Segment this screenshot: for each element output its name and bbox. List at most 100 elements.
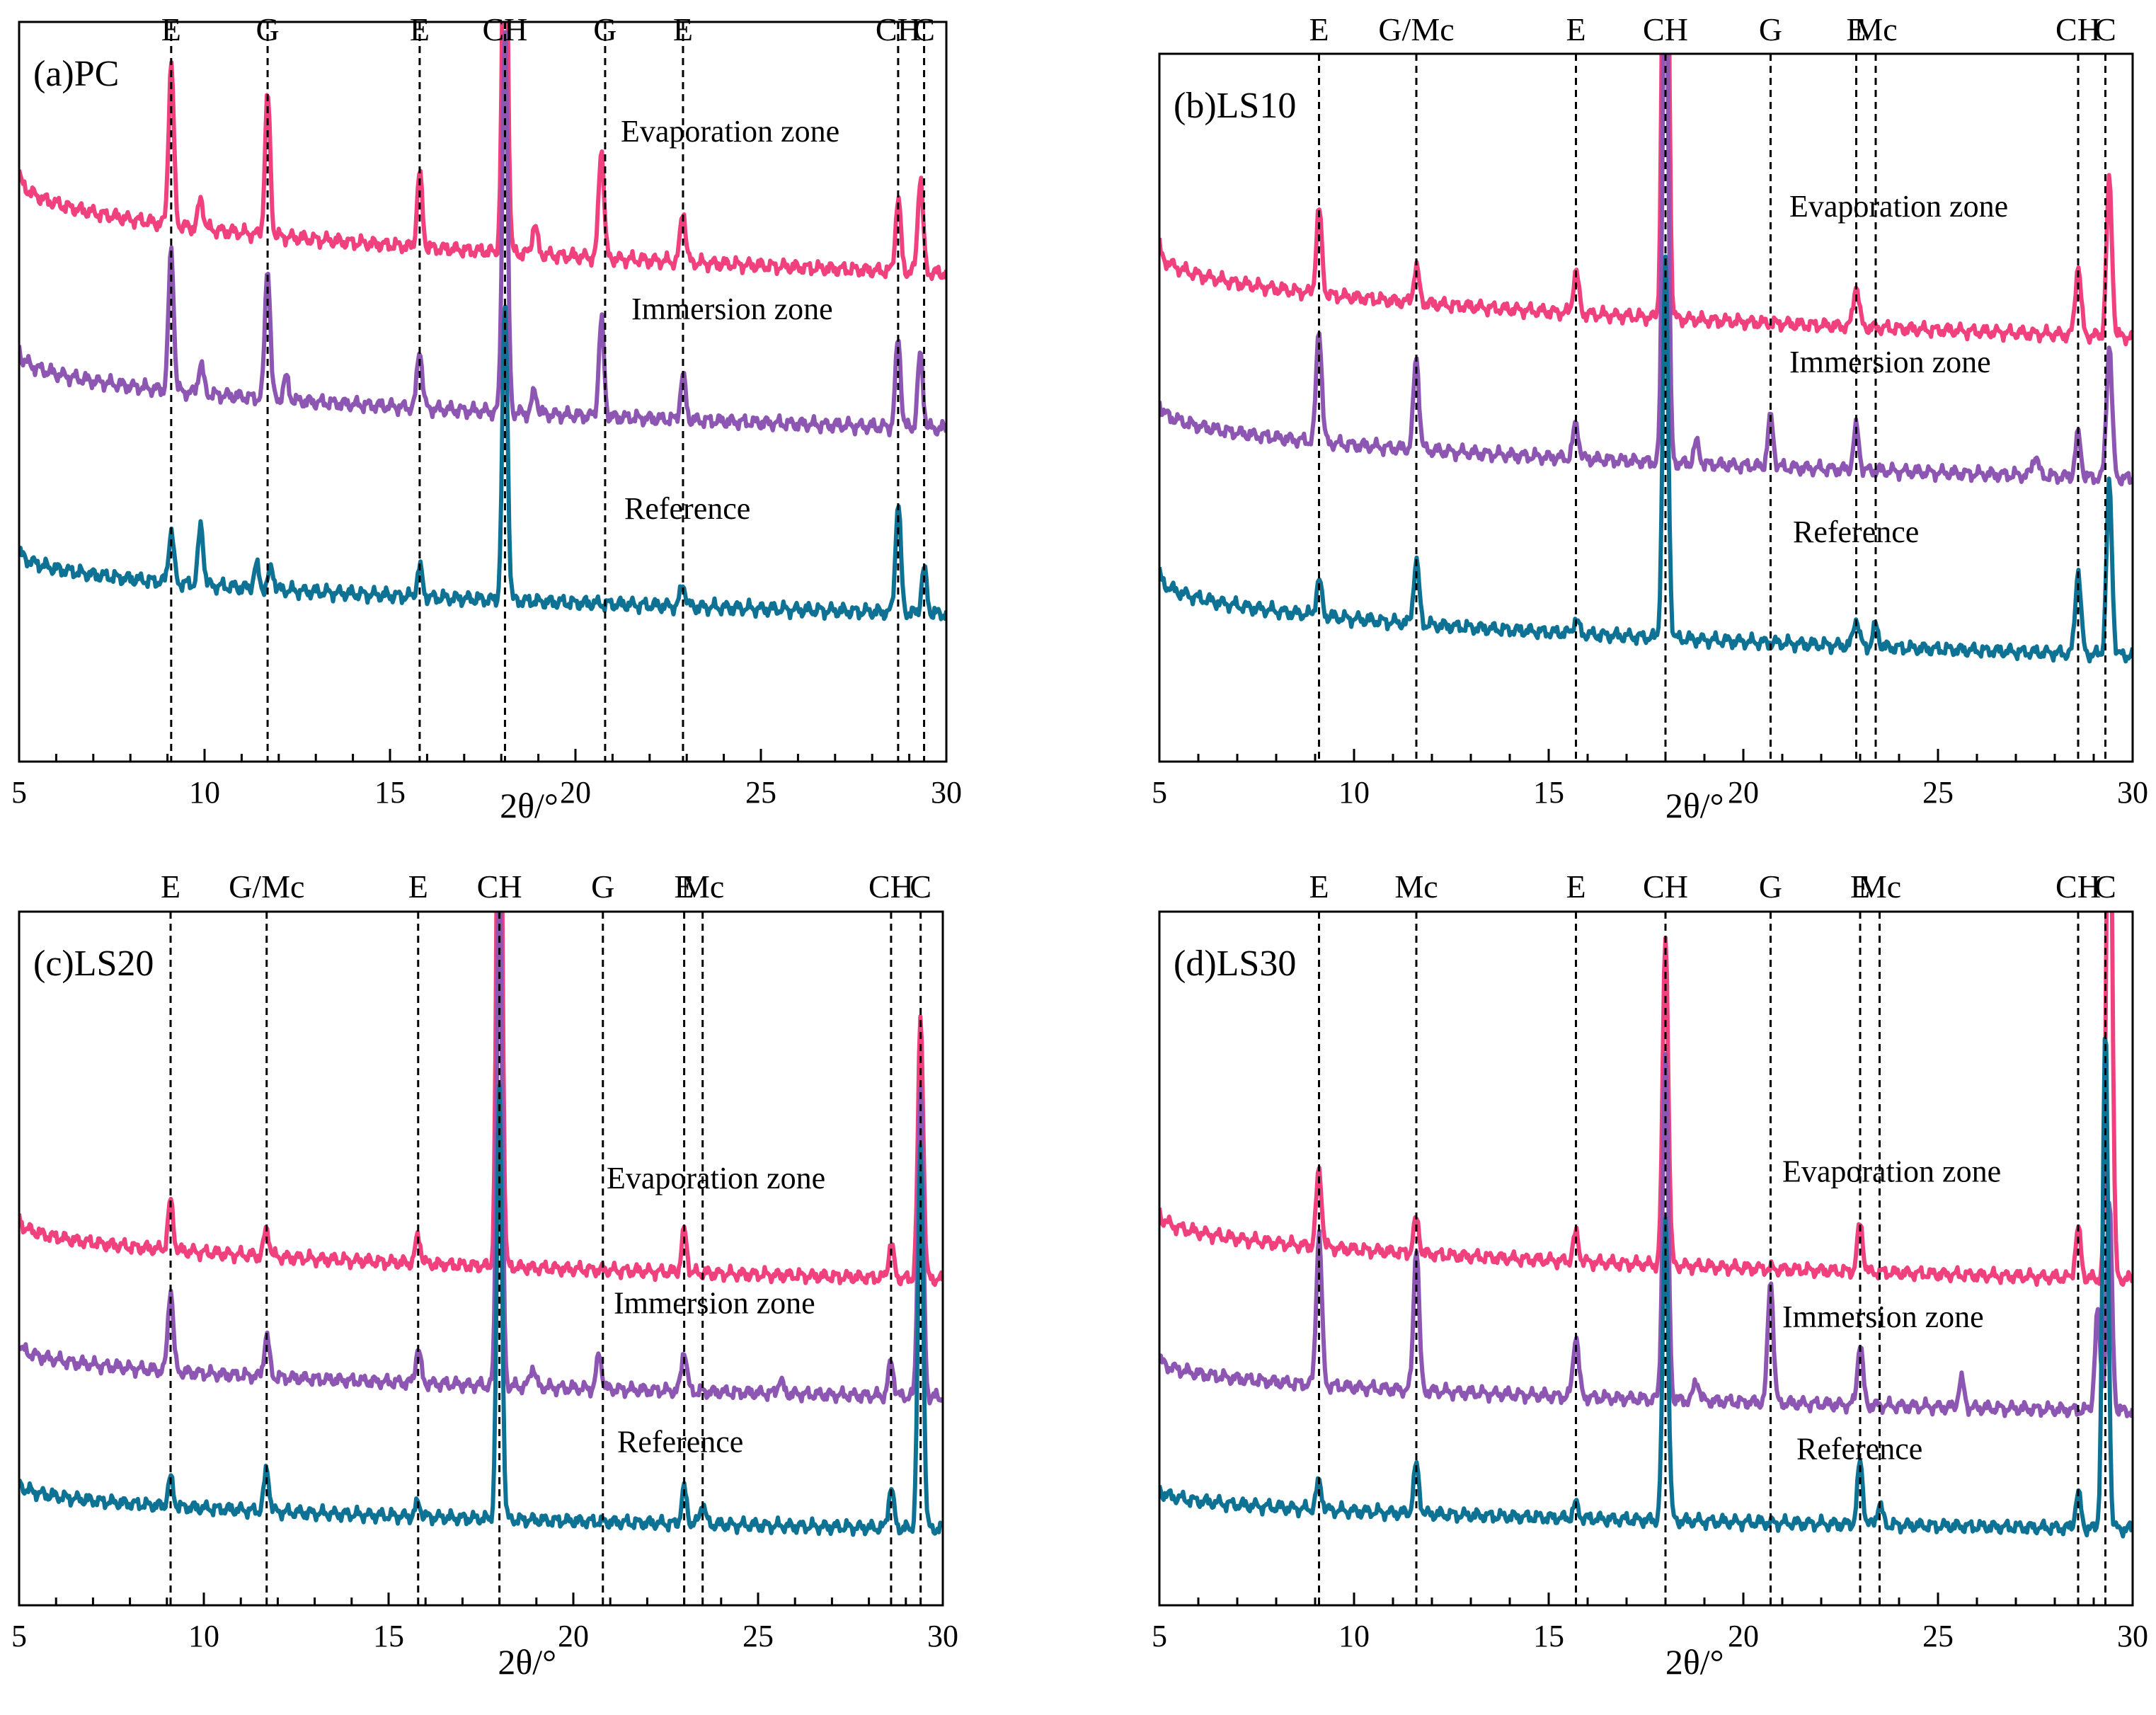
series-label: Reference (1793, 515, 1919, 549)
x-tick-label: 25 (1922, 1619, 1954, 1653)
series-label: Evaporation zone (1782, 1154, 2001, 1188)
series-label: Immersion zone (631, 292, 833, 326)
phase-label: G/Mc (1378, 11, 1454, 47)
panel-label: (d)LS30 (1174, 943, 1296, 984)
x-tick-label: 5 (11, 1619, 27, 1653)
phase-label: Mc (1394, 868, 1438, 905)
phase-label: E (675, 868, 694, 905)
x-tick-label: 20 (558, 1619, 589, 1653)
x-tick-label: 5 (1152, 775, 1167, 810)
series-line-reference (1159, 1036, 2133, 1539)
series-group (1159, 54, 2133, 664)
phase-label: Mc (681, 868, 724, 905)
x-axis-label: 2θ/° (498, 1642, 556, 1682)
x-tick-label: 25 (745, 775, 776, 810)
series-line-immersion-zone (19, 912, 943, 1406)
phase-label: E (410, 11, 430, 47)
series-label: Reference (1796, 1431, 1922, 1466)
phase-label: E (1850, 868, 1870, 905)
x-tick-label: 5 (11, 775, 27, 810)
series-line-reference (19, 1083, 943, 1537)
x-tick-label: 10 (189, 775, 220, 810)
x-tick-label: 15 (373, 1619, 404, 1653)
phase-label: C (913, 11, 935, 47)
phase-label: CH (2055, 11, 2101, 47)
phase-label: G (593, 11, 617, 47)
x-tick-label: 30 (931, 775, 962, 810)
phase-label: E (161, 11, 181, 47)
x-tick-label: 15 (374, 775, 406, 810)
x-tick-label: 30 (927, 1619, 958, 1653)
phase-label: C (2094, 11, 2116, 47)
x-axis-label: 2θ/° (1665, 786, 1724, 825)
x-tick-label: 30 (2117, 775, 2148, 810)
series-label: Evaporation zone (1789, 189, 2008, 224)
x-tick-label: 15 (1533, 1619, 1564, 1653)
phase-label: CH (868, 868, 914, 905)
plot-frame (18, 21, 948, 763)
x-tick-label: 10 (1338, 775, 1370, 810)
series-line-evaporation-zone (1159, 54, 2133, 347)
series-line-reference (1159, 254, 2133, 664)
phase-label: G/Mc (229, 868, 304, 905)
phase-label: E (1566, 868, 1586, 905)
panel-label: (c)LS20 (33, 943, 154, 984)
series-line-immersion-zone (1159, 54, 2133, 487)
phase-label: Mc (1858, 868, 1901, 905)
x-tick-label: 20 (1728, 1619, 1759, 1653)
x-tick-label: 25 (1922, 775, 1954, 810)
series-line-evaporation-zone (19, 912, 943, 1287)
phase-label: E (1846, 11, 1866, 47)
x-tick-label: 20 (1728, 775, 1759, 810)
x-axis-label: 2θ/° (500, 786, 558, 825)
series-line-evaporation-zone (19, 22, 946, 281)
x-tick-label: 20 (560, 775, 591, 810)
series-label: Immersion zone (1782, 1300, 1984, 1334)
phase-label: G (1759, 868, 1782, 905)
phase-label: C (910, 868, 931, 905)
x-axis-label: 2θ/° (1665, 1642, 1724, 1682)
phase-label: Mc (1854, 11, 1897, 47)
phase-label: CH (482, 11, 527, 47)
phase-label: G (591, 868, 614, 905)
phase-label: E (1309, 11, 1329, 47)
series-line-immersion-zone (1159, 1052, 2133, 1418)
x-tick-label: 10 (1338, 1619, 1370, 1653)
series-label: Immersion zone (1789, 345, 1991, 379)
series-line-immersion-zone (19, 30, 946, 437)
series-label: Evaporation zone (607, 1161, 825, 1195)
plot-frame (1158, 52, 2134, 763)
series-label: Immersion zone (614, 1286, 815, 1321)
series-label: Reference (624, 491, 750, 526)
x-tick-label: 10 (188, 1619, 219, 1653)
plot-frame (1158, 910, 2134, 1607)
phase-label: E (1309, 868, 1329, 905)
series-group (19, 912, 943, 1537)
phase-label: C (2094, 868, 2116, 905)
phase-label: CH (1643, 11, 1688, 47)
x-tick-label: 30 (2117, 1619, 2148, 1653)
phase-label: CH (1643, 868, 1688, 905)
series-group (19, 22, 946, 621)
panel-label: (a)PC (33, 54, 119, 94)
series-group (1159, 912, 2133, 1539)
phase-label: E (161, 868, 180, 905)
series-label: Reference (617, 1425, 743, 1459)
panel-label: (b)LS10 (1174, 86, 1296, 126)
x-tick-label: 15 (1533, 775, 1564, 810)
x-tick-label: 5 (1152, 1619, 1167, 1653)
x-tick-label: 25 (742, 1619, 774, 1653)
phase-label: G (1759, 11, 1782, 47)
phase-label: CH (2055, 868, 2101, 905)
series-label: Evaporation zone (621, 114, 839, 149)
phase-label: G (256, 11, 279, 47)
phase-label: E (408, 868, 428, 905)
series-line-evaporation-zone (1159, 912, 2133, 1287)
phase-label: E (1566, 11, 1586, 47)
phase-label: E (673, 11, 693, 47)
